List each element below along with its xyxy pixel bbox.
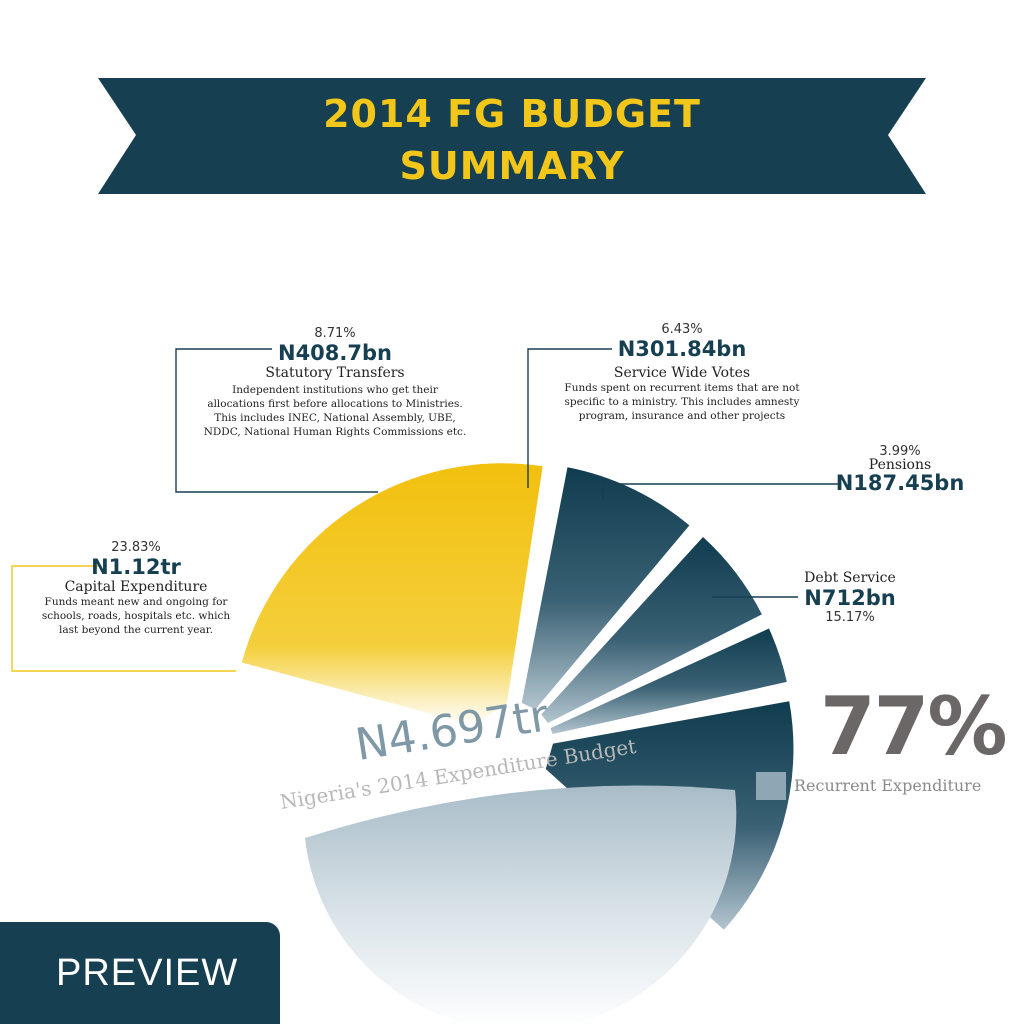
statutory-name: Statutory Transfers bbox=[265, 365, 405, 381]
pensions-amount: N187.45bn bbox=[835, 471, 965, 495]
statutory-amount: N408.7bn bbox=[278, 341, 392, 365]
service-description: Funds spent on recurrent items that are … bbox=[564, 382, 800, 422]
slice-pensions bbox=[550, 628, 787, 735]
debt-name: Debt Service bbox=[804, 570, 896, 586]
slice-service-wide-votes bbox=[541, 536, 762, 723]
statutory-description: Independent institutions who get their a… bbox=[203, 384, 467, 438]
slice-other-recurrent bbox=[305, 785, 737, 1024]
slice-capital-expenditure bbox=[241, 463, 543, 726]
recurrent-legend-label: Recurrent Expenditure bbox=[794, 776, 982, 795]
preview-label: PREVIEW bbox=[56, 952, 239, 994]
leader-pensions bbox=[602, 483, 838, 500]
capital-percent: 23.83% bbox=[111, 540, 161, 555]
slice-statutory-transfers bbox=[521, 467, 690, 710]
label-service-wide-votes: 6.43% N301.84bn Service Wide Votes Funds… bbox=[532, 322, 832, 423]
service-amount: N301.84bn bbox=[617, 337, 747, 361]
banner-ribbon bbox=[98, 78, 926, 194]
recurrent-legend-swatch bbox=[756, 772, 786, 800]
service-percent: 6.43% bbox=[661, 322, 703, 337]
label-debt-service: Debt Service N712bn 15.17% bbox=[770, 570, 930, 625]
leader-capital bbox=[11, 565, 236, 672]
pensions-percent: 3.99% bbox=[879, 444, 921, 459]
service-name: Service Wide Votes bbox=[613, 365, 751, 381]
label-capital-expenditure: 23.83% N1.12tr Capital Expenditure Funds… bbox=[26, 540, 246, 637]
debt-amount: N712bn bbox=[804, 586, 896, 610]
label-statutory-transfers: 8.71% N408.7bn Statutory Transfers Indep… bbox=[190, 326, 480, 439]
capital-name: Capital Expenditure bbox=[64, 579, 208, 595]
leader-service bbox=[527, 348, 612, 488]
pensions-name: Pensions bbox=[868, 457, 932, 473]
preview-badge: PREVIEW bbox=[0, 922, 280, 1024]
banner-title-line1: 2014 FG BUDGET bbox=[323, 92, 701, 136]
capital-description: Funds meant new and ongoing for schools,… bbox=[41, 596, 231, 636]
statutory-percent: 8.71% bbox=[314, 326, 356, 341]
banner-title: 2014 FG BUDGET SUMMARY bbox=[240, 88, 784, 192]
recurrent-percent: 77% bbox=[820, 680, 1007, 773]
leader-statutory bbox=[175, 348, 378, 493]
capital-amount: N1.12tr bbox=[91, 555, 181, 579]
debt-percent: 15.17% bbox=[825, 610, 875, 625]
banner-title-line2: SUMMARY bbox=[399, 144, 625, 188]
label-pensions: 3.99% Pensions N187.45bn bbox=[820, 444, 980, 495]
